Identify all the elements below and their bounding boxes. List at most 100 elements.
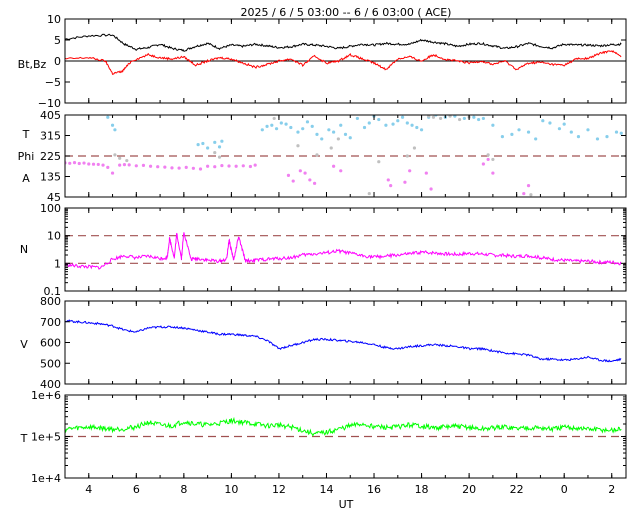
- x-tick-label: 6: [133, 483, 140, 496]
- panel-4: 1e+6 1e+5 1e+4 T: [20, 389, 627, 485]
- data-point-phi: [315, 132, 319, 136]
- data-point-phi: [196, 143, 200, 147]
- data-point-phi: [431, 115, 436, 119]
- series-group: [65, 232, 622, 270]
- data-point-theta: [134, 164, 138, 168]
- data-point-theta: [526, 184, 531, 188]
- data-point-phi: [477, 117, 481, 122]
- data-point-theta: [312, 181, 317, 185]
- data-point-theta: [87, 162, 91, 166]
- data-point-theta: [184, 165, 188, 169]
- data-point-phi: [438, 116, 443, 121]
- data-point-phi: [595, 137, 600, 141]
- y-tick-label: 1e+5: [31, 431, 61, 444]
- data-point-theta: [298, 169, 302, 173]
- x-tick-label: 22: [510, 483, 524, 496]
- data-point-phi: [110, 123, 115, 127]
- panel-label: V: [20, 338, 28, 351]
- data-point-phi: [260, 128, 264, 132]
- data-point-theta: [118, 163, 122, 167]
- panel-label: T: [20, 432, 28, 445]
- data-point-theta: [481, 162, 485, 166]
- panel-3: 800 700 600 500 400 V: [20, 295, 627, 391]
- panel-label: Phi: [18, 150, 35, 163]
- x-tick-label: 14: [319, 483, 333, 496]
- data-point-phi: [310, 124, 314, 128]
- x-tick-label: 2: [608, 483, 615, 496]
- data-point-theta: [308, 178, 312, 182]
- data-point-theta: [163, 165, 167, 169]
- data-point-phi: [367, 121, 371, 125]
- data-point-theta: [72, 161, 77, 165]
- y-tick-label: 800: [40, 295, 61, 308]
- data-point-theta: [77, 161, 81, 166]
- y-tick-label: 1e+4: [31, 472, 61, 485]
- data-point-phi: [339, 123, 343, 127]
- y-tick-label: 0.1: [44, 285, 62, 298]
- x-tick-label: 0: [561, 483, 568, 496]
- y-tick-label: −5: [45, 76, 61, 89]
- y-tick-label: 400: [40, 378, 61, 391]
- data-point-phi: [569, 130, 573, 134]
- data-point-theta: [68, 161, 72, 165]
- data-point-phi: [206, 146, 210, 150]
- data-point-theta: [403, 180, 407, 184]
- data-point-phi: [367, 191, 371, 196]
- data-point-phi: [348, 136, 352, 140]
- data-point-theta: [213, 165, 217, 169]
- data-point-theta: [141, 163, 146, 167]
- data-point-phi: [113, 128, 117, 132]
- data-point-phi: [106, 115, 110, 119]
- data-point-phi: [217, 155, 222, 159]
- data-point-phi: [605, 135, 609, 139]
- data-point-phi: [284, 122, 288, 126]
- data-point-phi: [448, 115, 452, 118]
- data-point-theta: [286, 173, 291, 177]
- data-point-phi: [213, 150, 217, 155]
- data-point-phi: [427, 115, 431, 118]
- y-tick-label: 315: [40, 130, 61, 143]
- data-point-theta: [122, 163, 127, 167]
- data-point-theta: [206, 164, 210, 168]
- panel-frame: [64, 207, 627, 292]
- data-point-phi: [125, 158, 129, 163]
- panel-label: Bt,Bz: [18, 58, 47, 71]
- series-group: [65, 33, 622, 75]
- data-point-phi: [362, 125, 367, 130]
- data-point-phi: [265, 124, 269, 128]
- data-point-phi: [534, 137, 538, 141]
- series-line-T: [65, 416, 622, 437]
- data-point-theta: [339, 169, 343, 173]
- chart-title: 2025 / 6 / 5 03:00 -- 6 / 6 03:00 ( ACE): [241, 6, 452, 19]
- data-point-phi: [458, 117, 462, 122]
- data-point-phi: [213, 140, 217, 144]
- data-point-phi: [377, 117, 381, 122]
- panel-1: 405 315 225 135 45 T Phi A: [18, 109, 627, 204]
- y-tick-label: 700: [40, 316, 61, 329]
- data-point-phi: [462, 116, 466, 121]
- x-tick-label: 16: [367, 483, 381, 496]
- data-point-theta: [522, 191, 526, 196]
- x-tick-label: 10: [224, 483, 238, 496]
- data-point-theta: [248, 164, 253, 169]
- data-point-theta: [241, 164, 245, 168]
- y-tick-label: 0: [54, 55, 61, 68]
- panel-label: T: [22, 128, 30, 141]
- data-point-phi: [113, 153, 117, 157]
- data-point-phi: [343, 132, 348, 136]
- data-point-theta: [429, 187, 433, 191]
- data-point-phi: [481, 116, 485, 121]
- data-point-phi: [384, 123, 388, 127]
- data-point-phi: [118, 156, 122, 160]
- data-point-phi: [405, 121, 409, 125]
- data-point-theta: [491, 171, 495, 175]
- data-point-theta: [127, 163, 131, 167]
- x-tick-label: 12: [272, 483, 286, 496]
- x-tick-label: 20: [462, 483, 476, 496]
- data-point-phi: [453, 115, 457, 118]
- data-point-phi: [220, 139, 224, 143]
- y-tick-label: 100: [40, 202, 61, 215]
- data-point-phi: [472, 115, 476, 119]
- data-point-phi: [329, 146, 333, 150]
